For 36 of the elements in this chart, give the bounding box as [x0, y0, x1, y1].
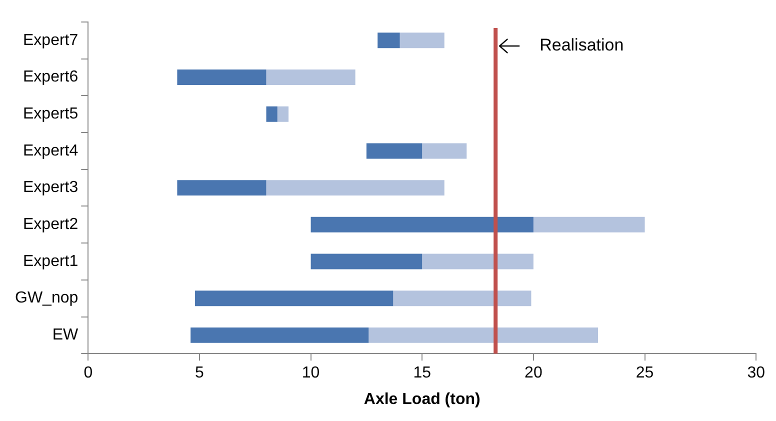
bar [190, 327, 369, 343]
x-tick-label: 10 [302, 364, 320, 382]
bar [266, 70, 356, 86]
bar [177, 70, 266, 86]
y-tick-label: Expert2 [23, 216, 78, 234]
x-tick-label: 0 [84, 364, 93, 382]
y-tick-label: EW [52, 326, 80, 344]
bar [533, 216, 645, 232]
x-tick-label: 20 [524, 364, 542, 382]
bar [277, 106, 289, 122]
bar [310, 216, 534, 232]
bar [422, 143, 467, 159]
x-tick-label: 30 [747, 364, 766, 382]
bar [177, 180, 266, 196]
bar [393, 290, 532, 306]
y-tick-label: Expert3 [23, 179, 78, 196]
y-tick-label: GW_nop [15, 290, 78, 307]
bar [266, 106, 278, 122]
x-tick-label: 5 [195, 364, 204, 382]
bar [400, 32, 444, 48]
y-tick-label: Expert6 [23, 68, 78, 86]
bar [422, 254, 534, 270]
x-axis-title: Axle Load (ton) [364, 390, 480, 408]
bar [378, 32, 400, 48]
y-tick-label: Expert5 [23, 106, 78, 123]
x-tick-label: 15 [413, 364, 432, 382]
x-tick-label: 25 [636, 364, 654, 382]
y-tick-label: Expert7 [23, 32, 78, 49]
y-tick-label: Expert4 [23, 142, 78, 160]
y-tick-label: Expert1 [23, 252, 78, 270]
bar [195, 290, 394, 306]
bar [266, 180, 444, 196]
ref-line-label: Realisation [540, 36, 624, 55]
bar [310, 254, 422, 270]
bar [366, 143, 422, 159]
bar [368, 327, 598, 343]
